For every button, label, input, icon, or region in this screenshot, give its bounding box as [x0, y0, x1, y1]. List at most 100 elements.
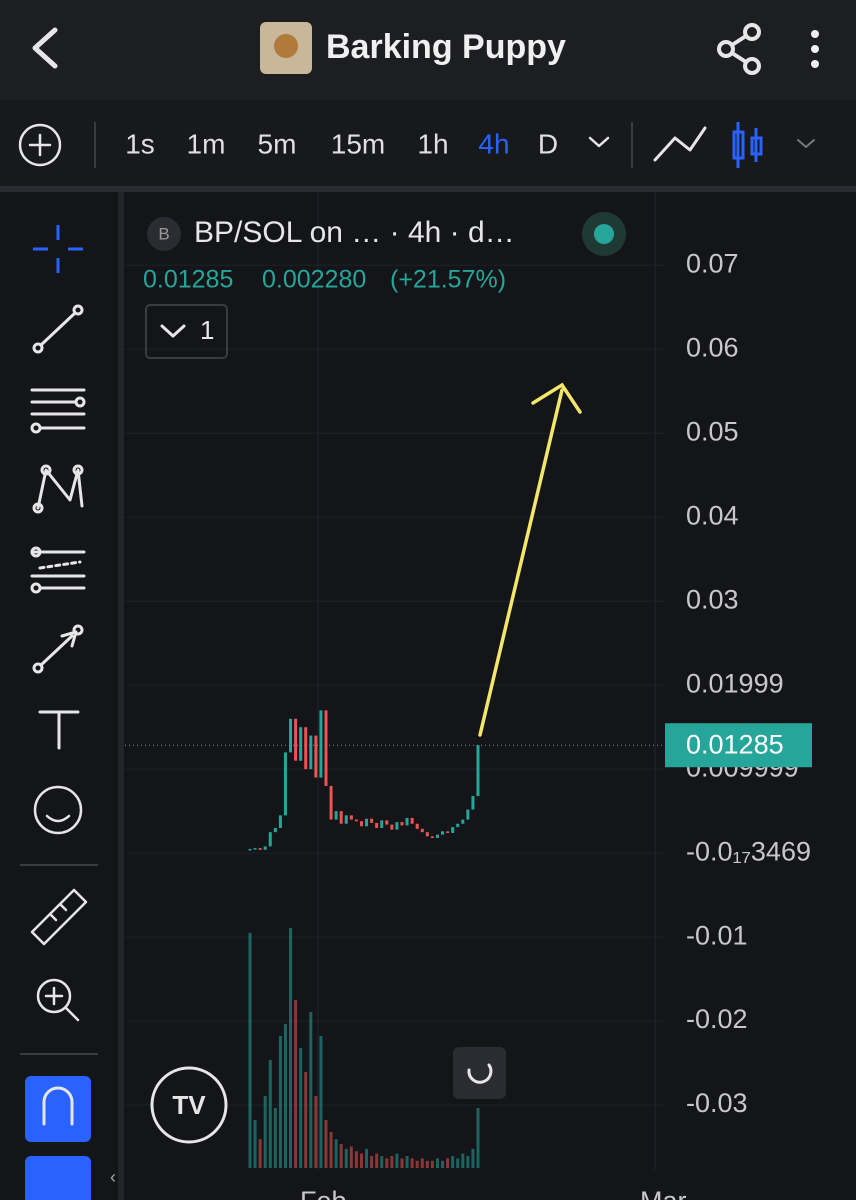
volume-bar: [446, 1158, 450, 1168]
volume-bar: [278, 1036, 282, 1168]
volume-bar: [385, 1158, 389, 1168]
candle-body: [278, 815, 282, 828]
menu-button[interactable]: [811, 30, 819, 68]
candle-body: [273, 827, 277, 833]
volume-bar: [268, 1060, 272, 1168]
collapse-count: 1: [200, 315, 214, 345]
volume-bar: [334, 1139, 338, 1168]
candle-body: [471, 796, 475, 810]
volume-bar: [405, 1156, 409, 1168]
timeframe-button[interactable]: 1s: [125, 128, 155, 159]
volume-bar: [349, 1146, 353, 1168]
projection-tool[interactable]: [30, 546, 86, 594]
candle-style[interactable]: [732, 122, 763, 168]
volume-bar: [304, 1072, 308, 1168]
candle-body: [263, 846, 267, 850]
legend-last: 0.01285: [143, 266, 233, 294]
ruler-tool[interactable]: [30, 888, 88, 946]
timeframe-button[interactable]: D: [538, 128, 558, 159]
candle-body: [339, 811, 343, 824]
volume-bar: [395, 1153, 399, 1168]
tv-logo[interactable]: [150, 1066, 228, 1144]
volume-bar: [283, 1024, 287, 1168]
volume-bar: [415, 1160, 419, 1168]
volume-bar: [329, 1132, 333, 1168]
volume-bar: [456, 1158, 460, 1168]
candle-body: [370, 818, 374, 823]
y-tick-label: 0.07: [686, 248, 739, 278]
collapse-button[interactable]: [145, 304, 228, 359]
timeframe-button[interactable]: 1h: [417, 128, 448, 159]
volume-bar: [253, 1120, 257, 1168]
collapse-chevron: [160, 324, 186, 338]
candle-body: [410, 817, 414, 824]
y-tick-label: 0.01999: [686, 668, 784, 698]
candle-body: [365, 818, 369, 827]
timeframe-button[interactable]: 1m: [187, 128, 226, 159]
share-button[interactable]: [717, 23, 761, 75]
volume-bar: [390, 1156, 394, 1168]
volume-bar: [410, 1158, 414, 1168]
volume-bar: [471, 1148, 475, 1168]
candle-body: [304, 727, 308, 770]
candle-body: [344, 815, 348, 824]
back-button[interactable]: [32, 27, 58, 69]
zoom-tool[interactable]: [36, 978, 80, 1022]
last-price-badge: [665, 723, 812, 768]
candle-body: [268, 832, 272, 847]
volume-bar: [476, 1108, 480, 1168]
emoji-tool[interactable]: [33, 785, 83, 835]
timeframe-button[interactable]: 5m: [258, 128, 297, 159]
candle-body: [385, 820, 389, 825]
candle-body: [446, 831, 450, 833]
avatar-dog: [274, 34, 298, 58]
candle-body: [354, 819, 358, 822]
candle-body: [314, 735, 318, 778]
text-tool[interactable]: [38, 710, 80, 750]
crosshair-tool[interactable]: [33, 225, 83, 273]
line-style[interactable]: [653, 126, 707, 162]
chart-type-menu[interactable]: [797, 139, 815, 148]
magnet-icon: [42, 1086, 74, 1126]
legend-badge: [147, 217, 181, 251]
arrow-tool[interactable]: [32, 624, 84, 674]
candle-body: [390, 824, 394, 830]
top-bar: [0, 0, 856, 100]
candle-body: [461, 819, 465, 824]
annotation-arrow: [478, 382, 582, 737]
magnet-tool[interactable]: [25, 1076, 91, 1142]
candle-body: [299, 727, 303, 761]
volume-bar: [258, 1139, 262, 1168]
collapse-arrow[interactable]: ‹: [110, 1167, 116, 1187]
y-tick-label: 0.06: [686, 332, 739, 362]
trend-line-tool[interactable]: [32, 304, 84, 354]
lock-tool[interactable]: [25, 1156, 91, 1200]
volume-bar: [461, 1153, 465, 1168]
pattern-tool[interactable]: [32, 464, 84, 514]
candle-body: [324, 710, 328, 786]
add-button[interactable]: [18, 123, 62, 167]
legend-label: BP/SOL on … · 4h · d…: [194, 216, 515, 249]
volume-bar: [294, 1000, 298, 1168]
timeframe-button[interactable]: 15m: [331, 128, 385, 159]
timeframe-button[interactable]: 4h: [478, 128, 509, 159]
x-tick-label: Feb: [300, 1186, 347, 1200]
more-timeframes[interactable]: [588, 136, 610, 148]
title: Barking Puppy: [326, 28, 566, 66]
volume-bar: [425, 1160, 429, 1168]
reset-button[interactable]: [453, 1047, 506, 1099]
legend-change: 0.002280: [262, 266, 366, 294]
candle-body: [359, 821, 363, 827]
y-tick-label: 0.04: [686, 500, 739, 530]
volume-bar: [299, 1048, 303, 1168]
volume-bar: [324, 1120, 328, 1168]
candle-body: [415, 823, 419, 829]
candle-body: [441, 831, 445, 835]
tv-logo-mark: TV: [172, 1090, 206, 1120]
fib-tool[interactable]: [30, 388, 86, 434]
volume-bar: [263, 1096, 267, 1168]
candle-body: [420, 828, 424, 833]
volume-bar: [430, 1160, 434, 1168]
candle-body: [283, 752, 287, 816]
separator: [118, 192, 124, 1200]
